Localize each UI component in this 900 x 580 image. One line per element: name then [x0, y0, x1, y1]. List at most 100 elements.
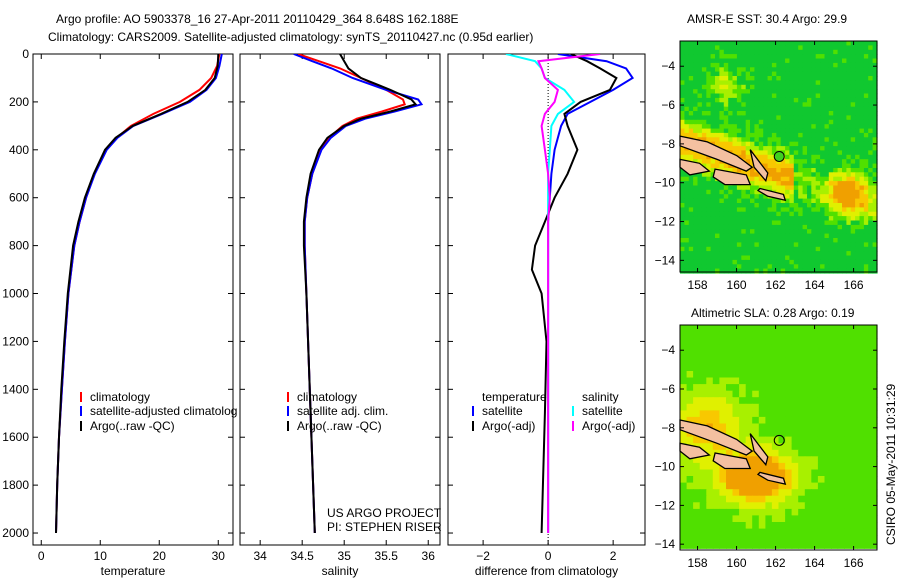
map-cell — [719, 384, 727, 392]
map-cell — [817, 364, 826, 372]
map-cell — [745, 371, 753, 379]
map-cell — [701, 242, 707, 248]
map-cell — [802, 233, 808, 239]
map-cell — [815, 229, 821, 235]
map-cell — [776, 233, 782, 239]
map-cell — [710, 124, 716, 130]
map-cell — [817, 476, 826, 484]
map-cell — [785, 229, 791, 235]
map-cell — [752, 351, 760, 359]
map-cell — [815, 102, 821, 108]
map-cell — [831, 541, 839, 549]
map-cell — [870, 390, 878, 398]
map-cell — [771, 84, 777, 90]
map-cell — [811, 211, 817, 217]
map-cell — [824, 229, 830, 235]
map-cell — [780, 181, 786, 187]
map-cell — [750, 89, 755, 95]
map-cell — [820, 207, 826, 213]
map-cell — [758, 176, 764, 182]
map-cell — [789, 238, 795, 243]
map-cell — [776, 49, 782, 55]
map-cell — [842, 93, 847, 99]
map-cell — [785, 371, 793, 379]
map-cell — [863, 255, 869, 261]
map-cell — [780, 176, 786, 182]
map-cell — [732, 255, 738, 261]
map-cell — [859, 185, 865, 191]
map-cell — [684, 172, 690, 178]
map-cell — [802, 198, 808, 204]
map-cell — [715, 124, 720, 130]
map-cell — [828, 259, 834, 265]
map-cell — [763, 150, 769, 156]
x-axis-label: salinity — [322, 564, 359, 578]
map-cell — [693, 128, 699, 134]
map-cell — [863, 97, 869, 103]
map-cell — [741, 207, 747, 213]
map-cell — [750, 111, 755, 116]
map-cell — [807, 150, 812, 156]
map-cell — [780, 224, 786, 230]
map-cell — [844, 430, 852, 438]
map-cell — [771, 141, 777, 147]
map-cell — [789, 150, 795, 156]
map-cell — [833, 119, 839, 125]
map-cell — [791, 515, 799, 523]
map-cell — [745, 220, 751, 226]
map-cell — [754, 198, 760, 204]
map-cell — [776, 137, 782, 143]
map-cell — [758, 371, 766, 379]
map-cell — [680, 189, 685, 195]
map-cell — [776, 189, 782, 195]
map-cell — [811, 150, 817, 156]
map-cell — [824, 259, 830, 265]
map-cell — [706, 67, 712, 73]
map-cell — [771, 384, 780, 392]
map-cell — [710, 111, 716, 116]
map-cell — [807, 119, 812, 125]
map-cell — [726, 416, 734, 425]
map-cell — [758, 515, 766, 523]
map-cell — [741, 242, 747, 248]
map-cell — [741, 45, 747, 51]
map-cell — [684, 255, 690, 261]
map-cell — [701, 62, 707, 68]
map-cell — [811, 390, 819, 398]
map-cell — [859, 89, 865, 95]
map-cell — [763, 211, 769, 217]
map-cell — [706, 49, 712, 55]
x-axis-label: difference from climatology — [475, 564, 618, 578]
map-cell — [706, 469, 714, 477]
map-cell — [859, 115, 865, 121]
map-cell — [859, 255, 865, 261]
map-cell — [833, 54, 839, 60]
map-cell — [820, 238, 826, 243]
map-cell — [859, 246, 865, 252]
map-cell — [745, 150, 751, 156]
map-cell — [680, 259, 685, 265]
map-cell — [870, 351, 878, 359]
map-cell — [715, 207, 720, 213]
map-cell — [701, 181, 707, 187]
map-cell — [824, 124, 830, 130]
map-cell — [855, 242, 861, 248]
map-cell — [798, 220, 804, 226]
map-cell — [693, 111, 699, 116]
y-tick-label: −12 — [655, 498, 676, 512]
island-coastline — [712, 168, 752, 186]
map-cell — [815, 54, 821, 60]
map-cell — [739, 515, 747, 523]
map-cell — [837, 84, 843, 90]
map-cell — [771, 268, 777, 274]
map-cell — [833, 185, 839, 191]
map-cell — [767, 119, 773, 125]
map-cell — [815, 207, 821, 213]
map-cell — [686, 331, 694, 339]
map-cell — [745, 390, 753, 398]
map-cell — [771, 331, 780, 339]
map-cell — [728, 163, 734, 169]
map-cell — [763, 216, 769, 222]
map-cell — [750, 54, 755, 60]
map-cell — [807, 251, 812, 257]
